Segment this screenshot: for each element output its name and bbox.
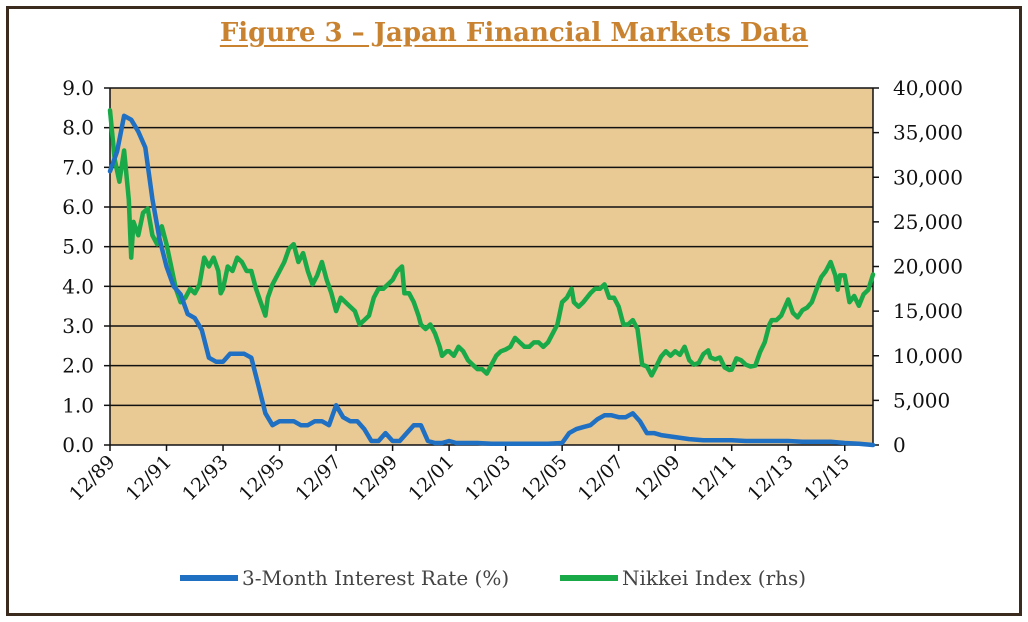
y-left-tick-label: 9.0 — [62, 76, 94, 100]
y-left-tick-label: 0.0 — [62, 433, 94, 457]
y-right-tick-label: 5,000 — [893, 388, 950, 412]
x-tick-label: 12/13 — [743, 451, 797, 505]
x-tick-label: 12/01 — [404, 451, 458, 505]
y-left-tick-label: 8.0 — [62, 116, 94, 140]
x-tick-label: 12/05 — [517, 451, 571, 505]
y-right-tick-label: 10,000 — [893, 344, 963, 368]
series-line-interest-rate — [107, 113, 876, 448]
chart-title: Figure 3 – Japan Financial Markets Data — [219, 18, 809, 48]
x-tick-label: 12/99 — [348, 451, 402, 505]
y-right-tick-label: 20,000 — [893, 255, 963, 279]
x-tick-label: 12/91 — [122, 451, 176, 505]
x-tick-label: 12/93 — [178, 451, 232, 505]
series-line-nikkei — [107, 108, 876, 378]
plot-area — [110, 88, 873, 445]
y-axis-right-ticks: 0 5,000 10,000 15,000 20,000 25,000 30,000 35,0… — [873, 76, 963, 457]
y-right-tick-label: 35,000 — [893, 121, 963, 145]
y-right-tick-label: 25,000 — [893, 210, 963, 234]
y-right-tick-label: 15,000 — [893, 299, 963, 323]
y-left-tick-label: 1.0 — [62, 393, 94, 417]
x-tick-label: 12/95 — [235, 451, 289, 505]
x-tick-label: 12/15 — [800, 451, 854, 505]
y-left-tick-label: 4.0 — [62, 274, 94, 298]
y-left-tick-label: 6.0 — [62, 195, 94, 219]
y-left-tick-label: 2.0 — [62, 354, 94, 378]
x-axis-ticks: 12/89 12/91 12/93 12/95 12/97 12/99 12/01 12/03… — [65, 445, 854, 505]
x-tick-label: 12/03 — [461, 451, 515, 505]
x-tick-label: 12/97 — [291, 451, 345, 505]
series-lines — [107, 108, 876, 448]
y-left-tick-label: 3.0 — [62, 314, 94, 338]
y-left-tick-label: 7.0 — [62, 155, 94, 179]
x-tick-label: 12/89 — [65, 451, 119, 505]
y-axis-left-ticks: 0.0 1.0 2.0 3.0 4.0 5.0 6.0 7.0 8.0 9.0 — [62, 76, 110, 457]
y-right-tick-label: 0 — [893, 433, 906, 457]
x-tick-label: 12/09 — [630, 451, 684, 505]
legend: 3-Month Interest Rate (%) Nikkei Index (r… — [180, 566, 806, 590]
y-right-tick-label: 40,000 — [893, 76, 963, 100]
y-left-tick-label: 5.0 — [62, 235, 94, 259]
x-tick-label: 12/07 — [574, 451, 628, 505]
y-right-tick-label: 30,000 — [893, 165, 963, 189]
legend-label-interest-rate: 3-Month Interest Rate (%) — [242, 566, 509, 590]
legend-label-nikkei: Nikkei Index (rhs) — [622, 566, 806, 590]
x-tick-label: 12/11 — [687, 451, 741, 505]
